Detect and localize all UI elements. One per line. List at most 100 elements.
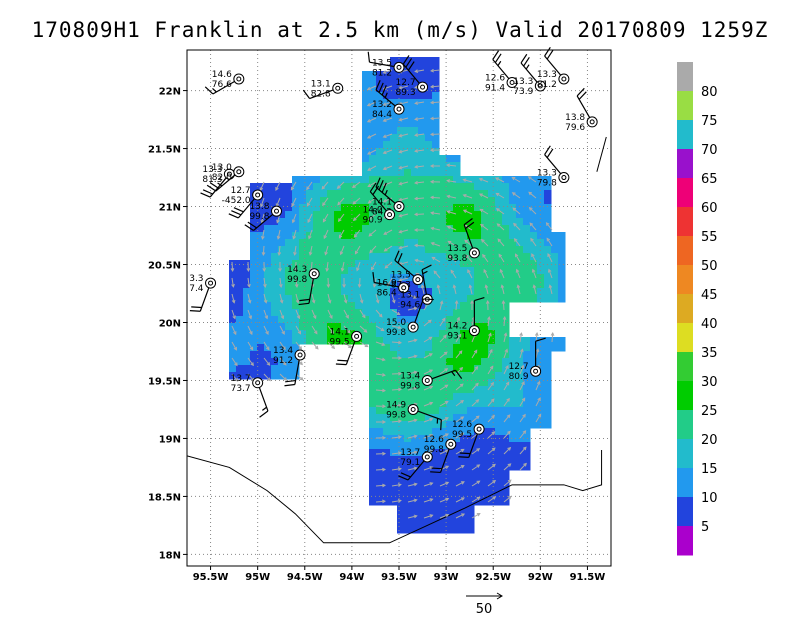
wind-vector-head	[397, 467, 402, 471]
wind-vector	[528, 176, 537, 183]
field-cell	[460, 379, 468, 387]
field-cell	[467, 267, 475, 275]
field-cell	[523, 295, 531, 303]
field-cell	[425, 155, 433, 163]
wind-vector-head	[476, 496, 481, 501]
field-cell	[264, 204, 272, 212]
field-cell	[432, 491, 440, 499]
field-cell	[432, 113, 440, 121]
wind-vector-head	[498, 253, 503, 258]
field-cell	[488, 484, 496, 492]
wind-vector-head	[263, 283, 267, 288]
obs-marker-ring	[393, 201, 405, 213]
wind-vector-head	[413, 386, 418, 391]
field-cell	[432, 428, 440, 436]
wind-vector	[399, 117, 409, 121]
field-cell	[495, 232, 503, 240]
wind-vector-head	[428, 353, 433, 357]
field-cell	[453, 274, 461, 282]
field-cell	[467, 407, 475, 415]
field-cell	[418, 477, 426, 485]
field-cell	[439, 204, 447, 212]
field-cell	[376, 148, 384, 156]
field-cell	[390, 274, 398, 282]
field-cell	[537, 260, 545, 268]
field-cell	[362, 155, 370, 163]
field-cell	[390, 141, 398, 149]
wind-vector-head	[460, 481, 465, 485]
field-cell	[404, 358, 412, 366]
wind-vector-head	[293, 268, 298, 273]
wind-vector	[311, 309, 317, 319]
wind-vector	[359, 309, 366, 318]
field-cell	[453, 260, 461, 268]
wind-vector-head	[291, 219, 296, 224]
obs-marker-ring	[558, 73, 570, 85]
field-cell	[285, 253, 293, 261]
wind-vector	[431, 242, 441, 247]
wind-vector	[276, 197, 281, 207]
field-cell	[418, 365, 426, 373]
field-cell	[495, 316, 503, 324]
colorbar-label: 70	[701, 143, 718, 158]
field-cell	[425, 365, 433, 373]
field-cell	[264, 260, 272, 268]
field-cell	[523, 421, 531, 429]
wind-vector-head	[430, 242, 435, 246]
field-cell	[257, 204, 265, 212]
wind-vector-head	[398, 371, 403, 376]
obs-pressure: 99.8	[424, 445, 444, 455]
wind-vector	[407, 387, 417, 391]
field-cell	[439, 442, 447, 450]
field-cell	[383, 302, 391, 310]
field-cell	[404, 197, 412, 205]
field-cell	[530, 337, 538, 345]
wind-vector-head	[366, 119, 371, 123]
field-cell	[383, 295, 391, 303]
field-cell	[369, 365, 377, 373]
y-tick-label: 18N	[159, 550, 181, 561]
field-cell	[278, 302, 286, 310]
field-cell	[390, 176, 398, 184]
field-cell	[369, 463, 377, 471]
field-cell	[236, 323, 244, 331]
field-cell	[320, 267, 328, 275]
wind-vector-head	[465, 254, 470, 259]
field-cell	[348, 330, 356, 338]
field-cell	[313, 253, 321, 261]
field-cell	[432, 400, 440, 408]
field-cell	[488, 316, 496, 324]
field-cell	[467, 302, 475, 310]
field-cell	[397, 127, 405, 135]
wind-vector-head	[233, 331, 237, 336]
field-cell	[495, 288, 503, 296]
field-cell	[453, 505, 461, 513]
field-cell	[376, 232, 384, 240]
field-cell	[418, 260, 426, 268]
wind-vector-head	[446, 179, 451, 183]
field-cell	[418, 512, 426, 520]
field-cell	[376, 372, 384, 380]
field-cell	[467, 470, 475, 478]
field-cell	[264, 197, 272, 205]
wind-vector	[259, 181, 265, 191]
field-cell	[432, 323, 440, 331]
wind-vector	[503, 479, 512, 487]
field-cell	[502, 463, 510, 471]
wind-vector	[323, 229, 329, 239]
field-cell	[425, 183, 433, 191]
field-cell	[264, 337, 272, 345]
obs-marker-dot	[396, 204, 402, 210]
wind-vector-head	[398, 117, 403, 122]
field-cell	[404, 470, 412, 478]
field-cell	[439, 393, 447, 401]
dropsonde-obs: 12.7-452.0	[222, 186, 264, 219]
field-cell	[509, 260, 517, 268]
wind-vector	[471, 513, 481, 519]
field-cell	[502, 204, 510, 212]
field-cell	[390, 288, 398, 296]
field-cell	[495, 225, 503, 233]
wind-vector	[311, 293, 315, 303]
field-cell	[397, 239, 405, 247]
field-cell	[243, 267, 251, 275]
